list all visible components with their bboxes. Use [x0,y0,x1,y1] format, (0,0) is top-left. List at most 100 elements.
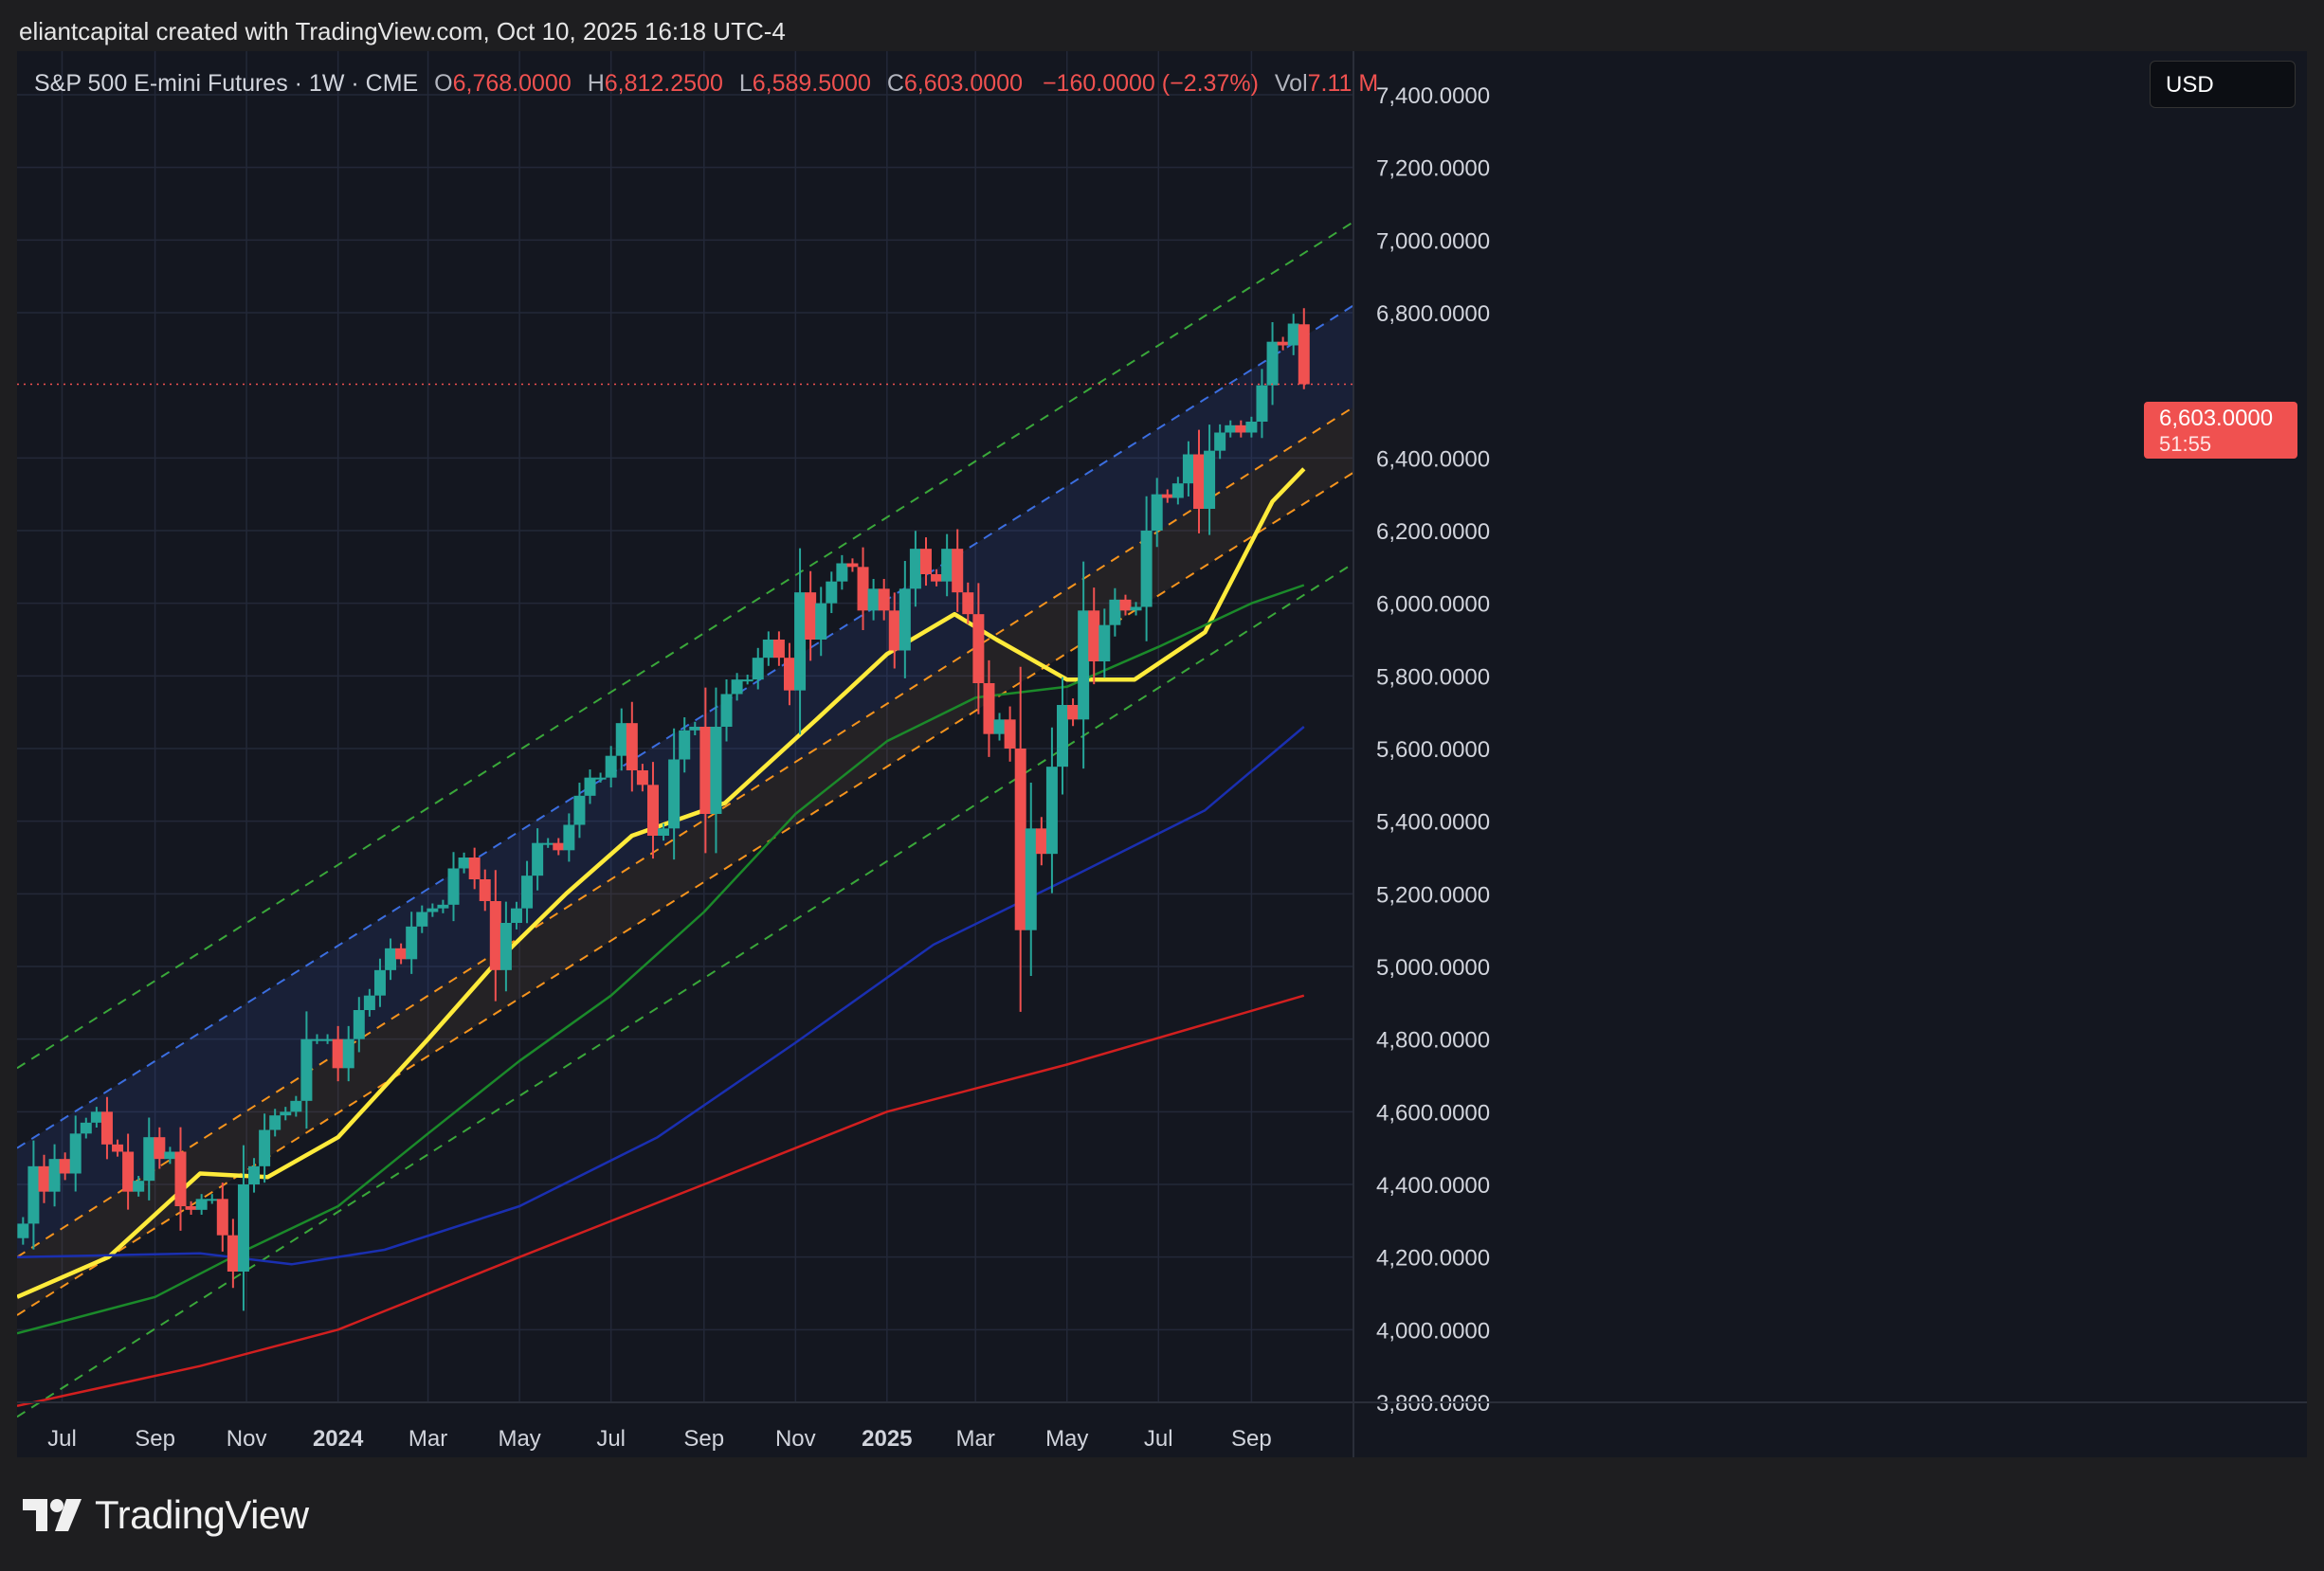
x-tick-label: May [498,1426,540,1452]
candle [857,547,869,631]
close-label: C [886,70,904,97]
currency-button[interactable]: USD [2150,61,2296,108]
candle [269,1109,281,1137]
candle [468,847,481,890]
candle-body [542,842,554,845]
candle [1256,369,1268,439]
candle-body [185,1206,197,1210]
candle [48,1144,61,1207]
candle [90,1107,102,1129]
candle [636,764,648,792]
candle [38,1154,50,1203]
candle-body [772,640,785,659]
candle [237,1145,249,1311]
candle [521,860,534,924]
candle-body [373,969,386,996]
candle-body [468,858,481,879]
candle-body [154,1137,166,1160]
candle-body [122,1151,135,1192]
volume-value: 7.11 M [1307,70,1379,97]
candle [710,687,722,854]
x-tick-label: Jul [1144,1426,1173,1452]
candle [373,958,386,1007]
candle [122,1133,135,1210]
candle-body [416,912,428,927]
candle [563,813,575,862]
candle-body [899,588,911,651]
candle-body [1056,705,1068,767]
candle [741,674,753,685]
candle [805,570,817,661]
candle [826,571,838,614]
candle [1277,336,1289,351]
candle [311,1034,323,1044]
moving-average-line [17,726,1305,1266]
candle [479,869,491,912]
candle-body [636,770,648,786]
tradingview-logo-text: TradingView [95,1492,309,1537]
candle [615,708,627,771]
x-tick-label: Jul [47,1426,77,1452]
channel-bands [17,305,1353,1316]
candle-body [689,727,701,731]
candle-body [1182,454,1194,484]
candlesticks [17,308,1310,1311]
candle-body [195,1199,208,1210]
candle-body [646,785,659,836]
candle [658,823,670,841]
y-tick-label: 6,000.0000 [1376,592,1490,618]
candle-body [174,1151,187,1206]
candle-body [100,1111,113,1145]
chart-panel[interactable]: 7,400.0000 7,200.0000 7,000.0000 6,800.0000… [17,51,2307,1457]
candle [143,1117,155,1201]
candle [1151,478,1163,548]
candle-body [752,658,764,680]
candle-body [1025,828,1037,930]
candle [100,1096,113,1160]
candle-body [59,1159,71,1174]
candle-body [1045,767,1058,855]
candle-body [1130,606,1142,611]
candle-body [1256,385,1268,422]
candle [174,1127,187,1231]
candle [1182,441,1194,497]
candle-body [1140,531,1153,607]
candle-body [573,795,586,825]
candle [385,938,397,981]
candle-body [941,549,953,582]
candle [1045,727,1058,894]
candle [626,701,638,792]
tradingview-logo[interactable]: TradingView [23,1491,309,1539]
high-value: 6,812.2500 [604,70,723,97]
candle-body [437,904,449,909]
candle [1056,677,1068,795]
price-chart[interactable]: 7,400.0000 7,200.0000 7,000.0000 6,800.0000… [17,51,2307,1457]
candle-body [406,926,418,960]
y-tick-label: 7,000.0000 [1376,228,1490,254]
candle-body [499,923,512,970]
y-tick-label: 7,400.0000 [1376,83,1490,109]
candle [1245,416,1258,438]
candle [878,578,890,621]
candle-body [1109,599,1121,625]
candle [1298,308,1310,389]
candle-body [1078,610,1090,720]
candle-body [269,1115,281,1130]
candle-body [993,719,1006,734]
candle [983,659,995,757]
candle [332,1025,344,1082]
moving-average-line [17,467,1306,1299]
candle-body [952,549,964,593]
candle-body [846,563,859,568]
candle [112,1139,124,1157]
symbol-label[interactable]: S&P 500 E-mini Futures · 1W · CME [34,70,419,97]
candle-body [1214,432,1226,451]
candle-body [395,948,408,960]
candle [1266,321,1279,406]
candle-body [27,1165,40,1224]
candle [59,1152,71,1181]
candle [699,687,712,854]
candle-body [447,868,460,905]
candle-body [1161,494,1173,498]
y-tick-label: 4,000.0000 [1376,1318,1490,1344]
